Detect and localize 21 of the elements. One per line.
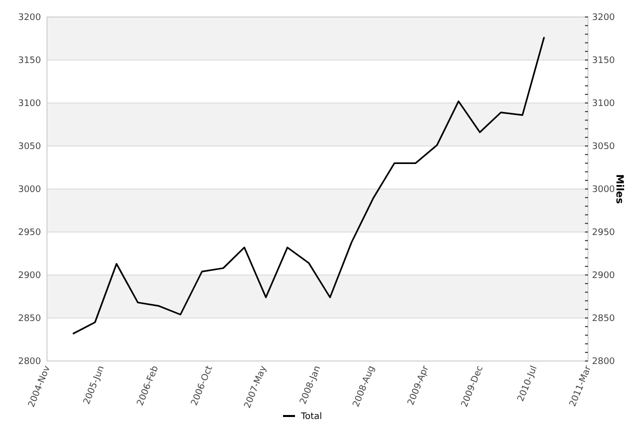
y-tick-label: 2900 [18, 271, 42, 282]
y-tick-label: 3150 [18, 56, 42, 66]
y2-tick-label: 3000 [592, 185, 616, 196]
y2-tick-label: 3050 [592, 142, 616, 152]
y-tick-label: 3200 [18, 13, 42, 24]
y-tick-label: 2950 [18, 228, 42, 238]
y-tick-label: 3000 [18, 185, 42, 196]
line-series [72, 36, 545, 334]
legend-label: Total [300, 412, 322, 422]
y2-tick-label: 3150 [592, 56, 616, 66]
y-tick-label: 2800 [18, 357, 42, 368]
y2-tick-label: 2900 [592, 271, 616, 282]
y2-tick-label: 2800 [592, 357, 616, 368]
y2-tick-label: 3100 [592, 99, 616, 110]
y-tick-label: 3100 [18, 99, 42, 110]
y2-tick-label: 3200 [592, 13, 616, 24]
y-tick-label: 2850 [18, 314, 42, 324]
y2-axis-title: Miles [614, 174, 624, 204]
y2-tick-label: 2950 [592, 228, 616, 238]
y-tick-label: 3050 [18, 142, 42, 152]
y2-tick-label: 2850 [592, 314, 616, 324]
